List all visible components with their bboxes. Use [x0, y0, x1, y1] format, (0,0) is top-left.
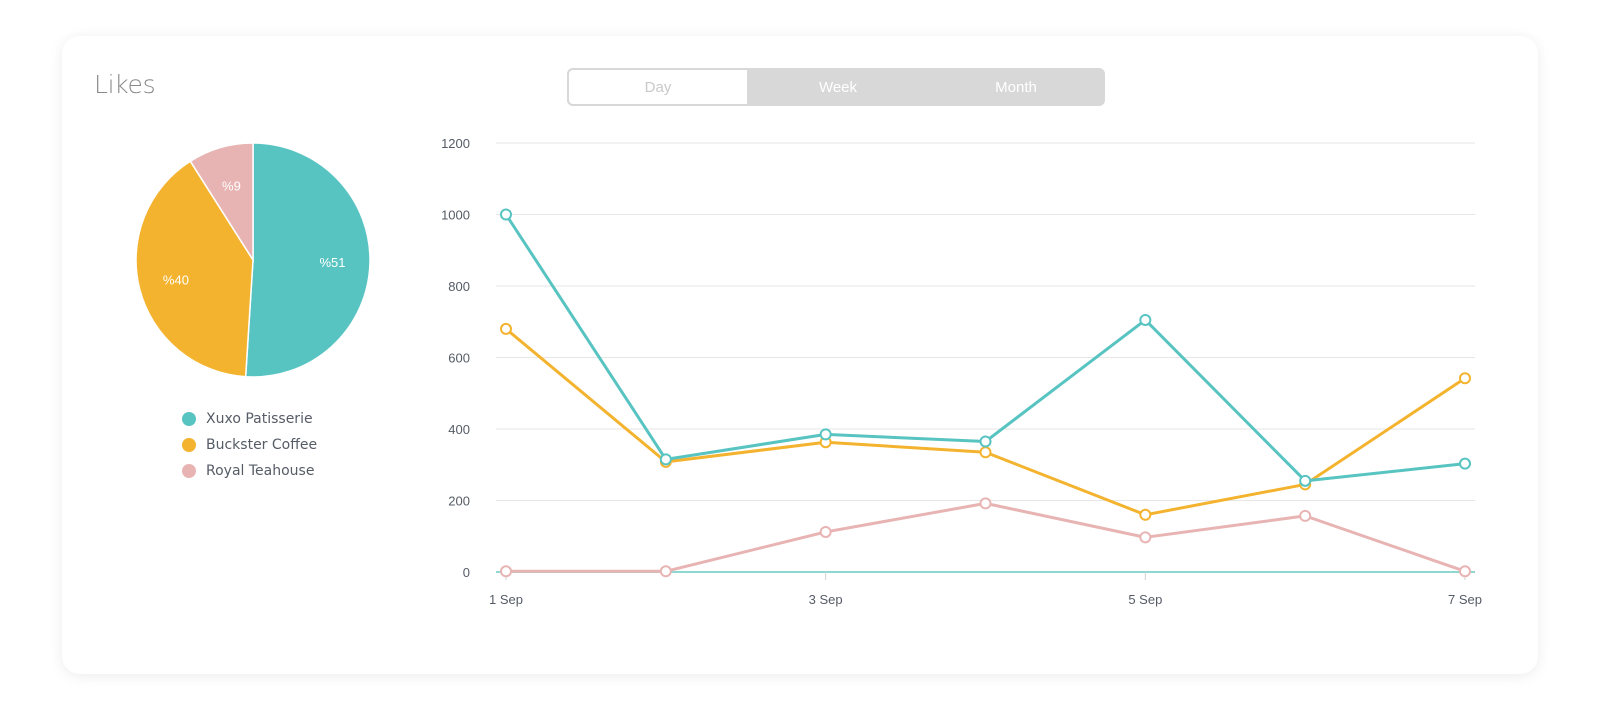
pie-slice-2 [189, 142, 254, 263]
line-chart-svg: 0 200 400 600 800 1000 1200 1 Sep 3 Sep 5 Sep 7 Se… [441, 136, 1482, 607]
pie-slice-label-0: %51 [320, 255, 346, 270]
series-2-point-2[interactable] [819, 525, 832, 538]
series-2-point-3[interactable] [979, 497, 992, 510]
legend-item-buckster: Buckster Coffee [182, 432, 317, 458]
legend-label-buckster: Buckster Coffee [206, 437, 318, 453]
period-tabs: Day Week Month [567, 68, 1105, 106]
y-tick-label-600: 600 [448, 351, 470, 366]
legend-dot-buckster [182, 438, 196, 452]
tab-month[interactable]: Month [995, 78, 1037, 96]
y-tick-label-0: 0 [463, 565, 470, 580]
series-1-point-4[interactable] [1139, 508, 1152, 521]
x-tick-label-3: 3 Sep [809, 592, 843, 607]
pie-legend: Xuxo Patisserie Buckster Coffee Royal Te… [182, 406, 317, 484]
y-tick-label-800: 800 [448, 279, 470, 294]
series-0-point-4[interactable] [1139, 313, 1152, 326]
series-line-1 [504, 327, 1467, 517]
pie-slice-0 [244, 142, 371, 378]
series-0-point-0[interactable] [500, 208, 512, 221]
legend-dot-royal [182, 464, 196, 478]
y-tick-label-1000: 1000 [441, 208, 470, 223]
pie-slice-label-1: %40 [163, 272, 189, 287]
y-tick-label-200: 200 [448, 494, 470, 509]
series-2-point-6[interactable] [1459, 565, 1471, 578]
pie-chart: %51 %40 %9 [135, 142, 376, 383]
series-0-point-3[interactable] [979, 435, 992, 448]
series-1-point-3[interactable] [979, 446, 992, 459]
legend-label-royal: Royal Teahouse [206, 463, 315, 479]
series-0-point-5[interactable] [1299, 474, 1312, 487]
y-tick-label-1200: 1200 [441, 136, 470, 151]
series-0-point-6[interactable] [1459, 457, 1471, 470]
card-title: Likes [94, 70, 156, 99]
series-0-point-1[interactable] [659, 453, 672, 466]
likes-card: Likes %51 %40 %9 Xuxo Patisserie Buckster … [62, 36, 1538, 674]
x-tick-label-5: 5 Sep [1128, 592, 1162, 607]
series-1-point-6[interactable] [1459, 372, 1471, 385]
x-tick-label-1: 1 Sep [489, 592, 523, 607]
legend-item-royal: Royal Teahouse [182, 458, 317, 484]
x-tick-label-7: 7 Sep [1448, 592, 1482, 607]
tab-day[interactable]: Day [567, 68, 749, 106]
legend-label-xuxo: Xuxo Patisserie [206, 411, 313, 427]
pie-slice-label-2: %9 [222, 178, 241, 193]
series-line-2 [504, 501, 1467, 573]
y-tick-label-400: 400 [448, 422, 470, 437]
pie-chart-svg: %51 %40 %9 [135, 142, 371, 378]
legend-dot-xuxo [182, 412, 196, 426]
line-chart: 0 200 400 600 800 1000 1200 1 Sep 3 Sep 5 Sep 7 Se… [432, 126, 1502, 626]
series-2-point-4[interactable] [1139, 531, 1152, 544]
series-2-point-5[interactable] [1299, 509, 1312, 522]
tab-week[interactable]: Week [818, 78, 858, 96]
series-2-point-0[interactable] [500, 565, 512, 578]
legend-item-xuxo: Xuxo Patisserie [182, 406, 317, 432]
series-1-point-0[interactable] [500, 322, 512, 335]
series-0-point-2[interactable] [819, 428, 832, 441]
series-2-point-1[interactable] [659, 565, 672, 578]
